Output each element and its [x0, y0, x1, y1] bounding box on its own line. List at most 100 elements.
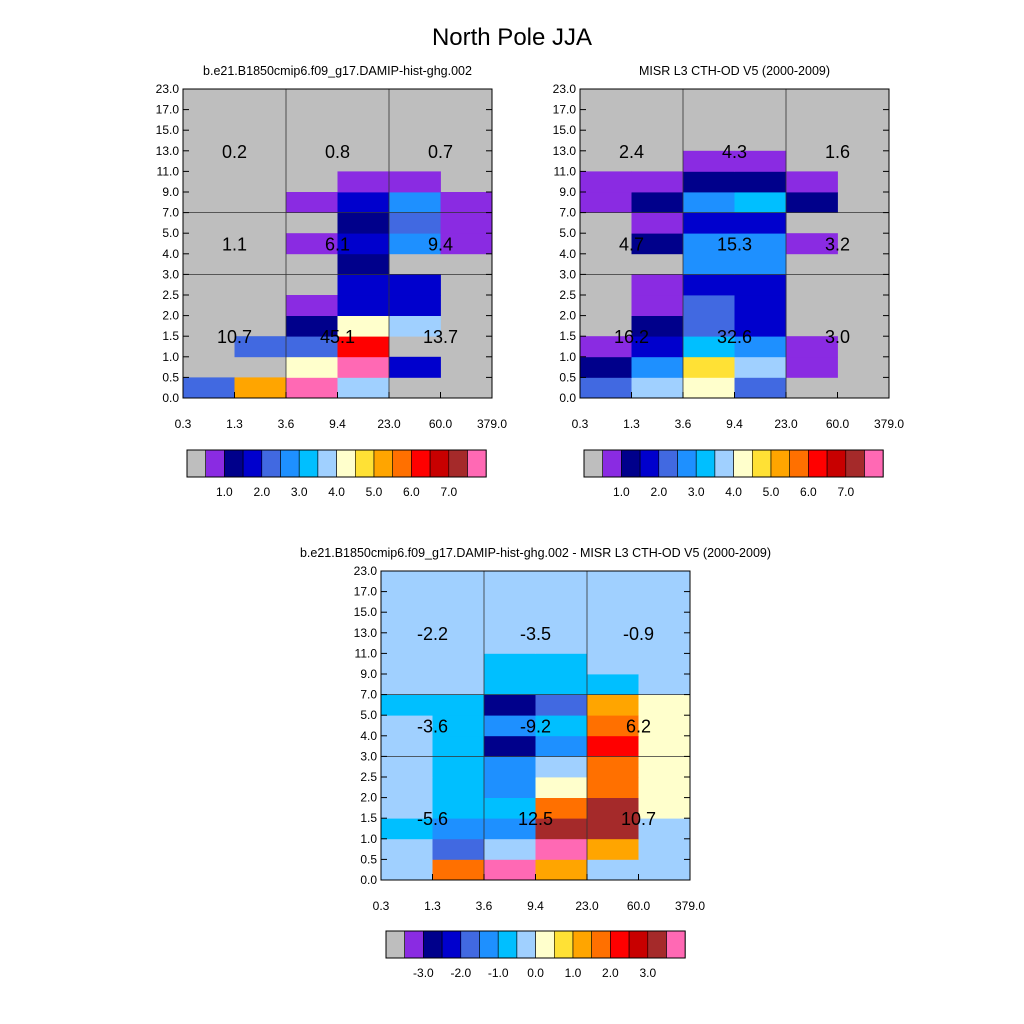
heatmap-cell — [580, 356, 632, 378]
y-tick-label: 9.0 — [162, 185, 179, 199]
colorbar-swatch — [677, 449, 697, 478]
heatmap-cell — [535, 756, 588, 778]
heatmap-cell — [638, 571, 691, 592]
heatmap-cell — [638, 818, 691, 840]
y-tick-label: 0.5 — [162, 370, 179, 384]
y-tick-label: 0.0 — [162, 391, 179, 405]
heatmap-cell — [381, 756, 433, 778]
heatmap-cell — [432, 591, 485, 613]
heatmap-cell — [734, 171, 787, 193]
heatmap-cell — [286, 192, 338, 213]
heatmap-cell — [234, 336, 287, 358]
colorbar-tick-label: 4.0 — [725, 485, 742, 499]
heatmap-cell — [381, 777, 433, 798]
heatmap-cell — [580, 171, 632, 193]
heatmap-cell — [234, 377, 287, 399]
x-tick-label: 379.0 — [874, 417, 904, 431]
x-tick-label: 60.0 — [429, 417, 453, 431]
heatmap-cell — [587, 756, 639, 778]
colorbar-swatch — [317, 449, 337, 478]
heatmap-cell — [638, 797, 691, 819]
y-tick-label: 1.0 — [360, 832, 377, 846]
colorbar-frame — [186, 449, 487, 478]
y-tick-label: 2.5 — [162, 288, 179, 302]
heatmap-cell — [432, 571, 485, 592]
colorbar-swatch — [460, 930, 480, 959]
colorbar-tick-label: 6.0 — [403, 485, 420, 499]
heatmap-cell — [580, 192, 632, 213]
y-tick-label: 17.0 — [156, 103, 180, 117]
y-tick-label: 1.5 — [360, 811, 377, 825]
colorbar-swatch — [610, 930, 630, 959]
heatmap-cell — [683, 212, 735, 234]
heatmap-cell — [432, 715, 485, 737]
heatmap-cell — [638, 859, 691, 881]
heatmap-cell — [381, 674, 433, 695]
colorbar-tick-label: 1.0 — [216, 485, 233, 499]
colorbar-tick-label: 3.0 — [639, 966, 656, 980]
heatmap-cell — [683, 150, 735, 172]
y-tick-label: 1.5 — [559, 329, 576, 343]
heatmap-cell — [389, 171, 441, 193]
colorbar-tick-label: 7.0 — [837, 485, 854, 499]
colorbar-tick-label: 0.0 — [527, 966, 544, 980]
colorbar-swatch — [553, 930, 574, 959]
colorbar-swatch — [373, 449, 394, 478]
heatmap-cell — [389, 192, 441, 213]
y-tick-label: 5.0 — [360, 708, 377, 722]
heatmap-cell — [389, 295, 441, 316]
group-value-label: -3.6 — [417, 717, 448, 737]
colorbar-tick-label: 2.0 — [602, 966, 619, 980]
panel-misr: MISR L3 CTH-OD V5 (2000-2009) 0.0 0.5 1.0 1.… — [553, 64, 905, 499]
heatmap-cell — [638, 838, 691, 860]
colorbar-tick-label: 2.0 — [650, 485, 667, 499]
heatmap-cell — [535, 571, 588, 592]
heatmap-cell — [734, 212, 787, 234]
heatmap-cell — [638, 735, 691, 757]
heatmap-cell — [381, 735, 433, 757]
x-tick-label: 0.3 — [175, 417, 192, 431]
y-tick-label: 23.0 — [156, 82, 180, 96]
x-tick-label: 3.6 — [675, 417, 692, 431]
colorbar-frame — [385, 930, 686, 959]
heatmap-cell — [734, 150, 787, 172]
heatmap-cell — [484, 694, 536, 716]
heatmap-cell — [337, 315, 390, 337]
heatmap-cell — [432, 797, 485, 819]
heatmap-cell — [484, 715, 536, 737]
colorbar-tick-label: -3.0 — [413, 966, 434, 980]
x-tick-label: 1.3 — [424, 899, 441, 913]
heatmap-cell — [381, 859, 433, 881]
colorbar-swatch — [770, 449, 791, 478]
heatmap-cell — [734, 295, 787, 316]
heatmap-cell — [638, 777, 691, 798]
heatmap-cell — [337, 171, 390, 193]
colorbar-swatch — [467, 449, 487, 478]
heatmap-cell — [631, 233, 684, 255]
heatmap-cell — [484, 653, 536, 675]
heatmap-cell — [440, 233, 493, 255]
x-tick-label: 0.3 — [373, 899, 390, 913]
heatmap-cell — [381, 571, 433, 592]
heatmap-cell — [337, 336, 390, 358]
colorbar-frame — [583, 449, 884, 478]
heatmap-cell — [734, 336, 787, 358]
y-tick-label: 3.0 — [559, 267, 576, 281]
heatmap-cell — [587, 797, 639, 819]
y-tick-label: 13.0 — [156, 144, 180, 158]
heatmap-cell — [381, 653, 433, 675]
heatmap-cell — [580, 336, 632, 358]
heatmap-cell — [631, 192, 684, 213]
y-tick-label: 15.0 — [553, 123, 577, 137]
heatmap-cell — [286, 377, 338, 399]
group-value-label: 16.2 — [614, 327, 649, 347]
heatmap-cell — [786, 171, 838, 193]
heatmap-cell — [631, 171, 684, 193]
x-tick-label: 23.0 — [575, 899, 599, 913]
x-tick-label: 60.0 — [826, 417, 850, 431]
heatmap-cell — [734, 233, 787, 255]
colorbar-swatch — [385, 930, 406, 959]
colorbar-swatch — [497, 930, 518, 959]
y-tick-label: 17.0 — [354, 585, 378, 599]
heatmap-cell — [786, 233, 838, 255]
